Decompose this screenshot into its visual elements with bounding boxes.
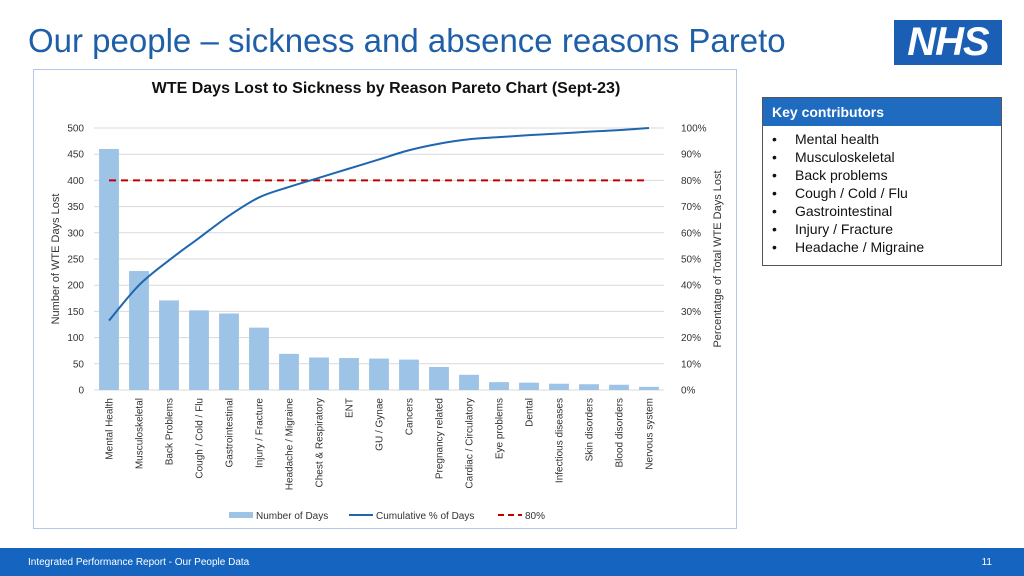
chart-canvas: WTE Days Lost to Sickness by Reason Pare… [50,80,724,522]
list-item: • Injury / Fracture [772,221,894,237]
y2-tick-label: 100% [681,124,707,135]
x-tick-label: Cardiac / Circulatory [465,398,476,489]
y2-tick-label: 60% [681,228,701,239]
bar [189,310,209,390]
x-tick-label: Pregnancy related [435,398,446,479]
bar [429,366,449,390]
x-tick-label: Mental Health [105,398,116,460]
y2-tick-label: 70% [681,202,701,213]
x-tick-label: Blood disorders [615,398,626,467]
bar [129,271,149,390]
x-tick-label: Injury / Fracture [255,398,266,468]
bar [249,327,269,390]
list-item: • Cough / Cold / Flu [772,185,908,201]
y2-axis-label: Percentatge of Total WTE Days Lost [712,170,724,347]
list-item: • Back problems [772,167,888,183]
x-tick-label: Back Problems [165,398,176,465]
bullet-icon: • [772,167,777,183]
bar [159,300,179,390]
x-tick-label: Infectious diseases [555,398,566,483]
key-contributors-list: • Mental health • Musculoskeletal • Back pr… [763,126,1001,256]
x-tick-label: Cancers [405,398,416,435]
x-tick-label: ENT [345,398,356,418]
y-tick-label: 150 [67,307,84,318]
bullet-icon: • [772,149,777,165]
y-axis-label: Number of WTE Days Lost [50,194,62,325]
x-tick-label: Gastrointestinal [225,398,236,467]
bar [579,384,599,390]
bullet-icon: • [772,131,777,147]
bullet-icon: • [772,239,777,255]
y-tick-label: 200 [67,281,84,292]
list-item: • Headache / Migraine [772,239,925,255]
key-contributors-header: Key contributors [763,98,1001,126]
y-tick-label: 500 [67,124,84,135]
list-item: • Mental health [772,131,880,147]
x-tick-label: Skin disorders [585,398,596,461]
y2-tick-label: 10% [681,359,701,370]
x-tick-label: Cough / Cold / Flu [195,398,206,479]
bar [549,383,569,390]
y2-tick-label: 40% [681,281,701,292]
bar [609,384,629,390]
y-tick-label: 250 [67,255,84,266]
pareto-chart: WTE Days Lost to Sickness by Reason Pare… [33,69,737,529]
x-tick-label: GU / Gynae [375,398,386,451]
bar [219,313,239,390]
bar [369,358,389,390]
y-tick-label: 300 [67,228,84,239]
legend-swatch-bars [229,512,253,518]
x-tick-label: Eye problems [495,398,506,459]
x-tick-label: Headache / Migraine [285,398,296,491]
footer-text: Integrated Performance Report - Our Peop… [28,557,250,568]
list-item: • Musculoskeletal [772,149,895,165]
y2-tick-label: 20% [681,333,701,344]
x-tick-label: Chest & Respiratory [315,398,326,487]
bar [489,382,509,390]
footer-bar: Integrated Performance Report - Our Peop… [0,548,1024,576]
bar [279,353,299,390]
y2-tick-label: 30% [681,307,701,318]
y-tick-label: 100 [67,333,84,344]
bar [339,358,359,390]
bullet-icon: • [772,221,777,237]
cumulative-line [108,127,650,322]
y-tick-label: 400 [67,176,84,187]
slide-title: Our people – sickness and absence reason… [28,22,786,59]
y-tick-label: 50 [73,359,85,370]
y2-tick-label: 50% [681,255,701,266]
bar [519,382,539,390]
legend-label-bars: Number of Days [256,511,328,522]
bar [639,386,659,390]
x-tick-label: Musculoskeletal [135,398,146,469]
y2-tick-label: 80% [681,176,701,187]
list-item: • Gastrointestinal [772,203,893,219]
bar [459,374,479,390]
y-tick-label: 0 [78,386,84,397]
bar [99,148,119,390]
y-tick-label: 350 [67,202,84,213]
y2-tick-label: 0% [681,386,696,397]
y2-tick-label: 90% [681,150,701,161]
legend-label-reference: 80% [525,511,545,522]
key-contributors-box: Key contributors • Mental health • Musculo… [762,97,1002,266]
x-tick-label: Dental [525,398,536,427]
bar [309,357,329,390]
bullet-icon: • [772,185,777,201]
chart-title: WTE Days Lost to Sickness by Reason Pare… [152,80,621,97]
nhs-logo: NHS [894,20,1002,65]
bar [399,359,419,390]
x-tick-label: Nervous system [645,398,656,470]
legend-label-cumulative: Cumulative % of Days [376,511,474,522]
page-number: 11 [981,557,992,568]
y-tick-label: 450 [67,150,84,161]
bullet-icon: • [772,203,777,219]
